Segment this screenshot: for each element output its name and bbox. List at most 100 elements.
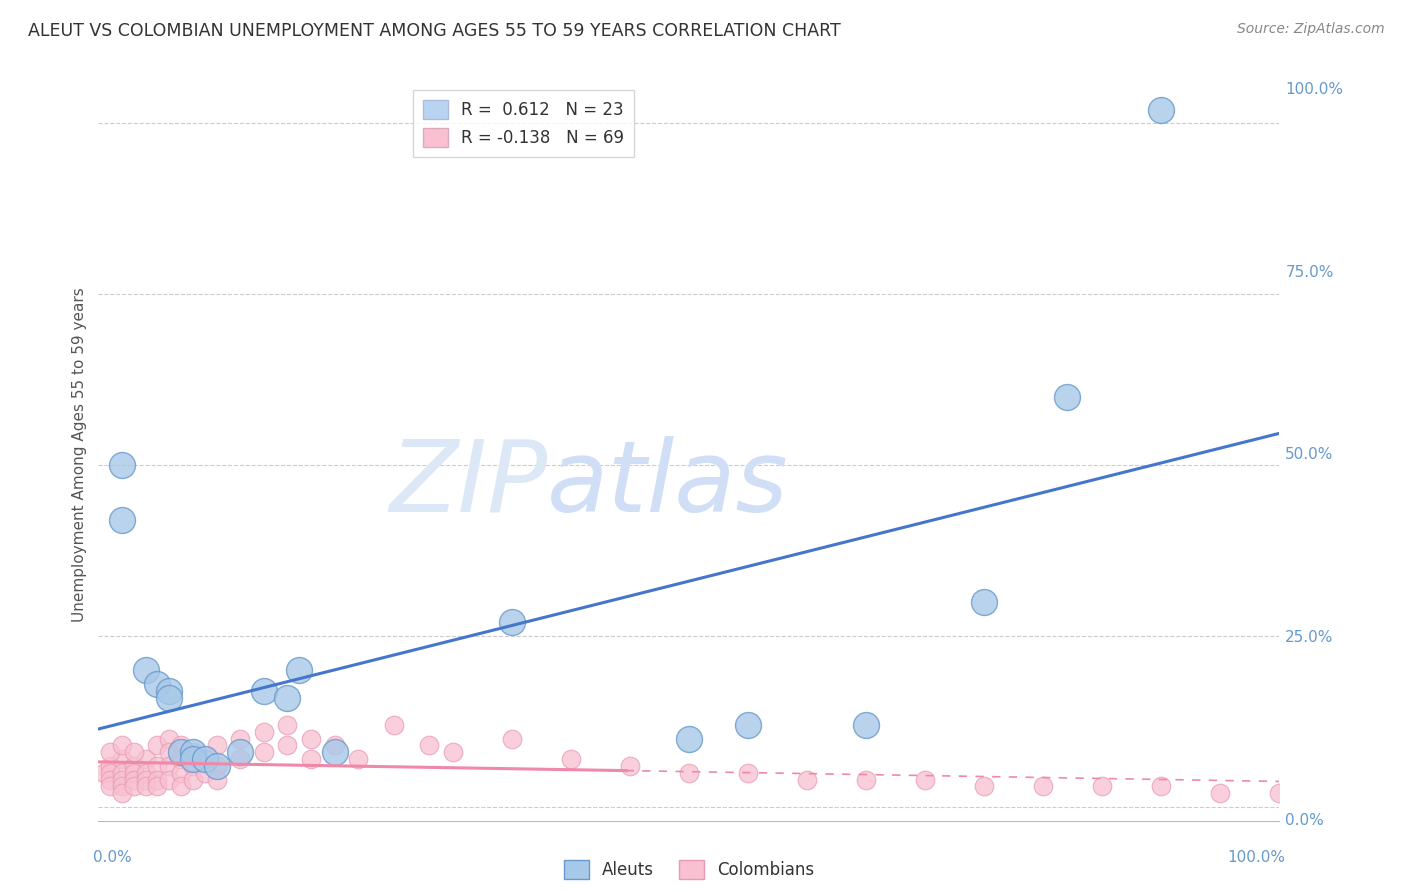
Point — [122, 772, 145, 787]
Point — [194, 765, 217, 780]
Point — [111, 780, 134, 794]
Point — [253, 683, 276, 698]
Point — [796, 772, 818, 787]
Point — [737, 765, 759, 780]
Point — [98, 765, 121, 780]
Text: 25.0%: 25.0% — [1285, 631, 1334, 645]
Text: 0.0%: 0.0% — [1285, 814, 1324, 828]
Point — [253, 724, 276, 739]
Point — [122, 745, 145, 759]
Point — [146, 772, 169, 787]
Point — [288, 663, 311, 677]
Text: atlas: atlas — [547, 435, 789, 533]
Point — [146, 759, 169, 773]
Text: ALEUT VS COLOMBIAN UNEMPLOYMENT AMONG AGES 55 TO 59 YEARS CORRELATION CHART: ALEUT VS COLOMBIAN UNEMPLOYMENT AMONG AG… — [28, 22, 841, 40]
Point — [619, 759, 641, 773]
Text: 0.0%: 0.0% — [93, 850, 131, 865]
Point — [146, 780, 169, 794]
Point — [170, 745, 193, 759]
Text: 100.0%: 100.0% — [1227, 850, 1285, 865]
Point — [973, 780, 995, 794]
Point — [181, 772, 204, 787]
Point — [135, 780, 157, 794]
Point — [93, 765, 115, 780]
Point — [323, 745, 346, 759]
Point — [229, 745, 252, 759]
Point — [276, 718, 298, 732]
Point — [135, 765, 157, 780]
Point — [205, 759, 228, 773]
Point — [1091, 780, 1114, 794]
Point — [737, 718, 759, 732]
Point — [181, 745, 204, 759]
Point — [157, 745, 180, 759]
Point — [157, 759, 180, 773]
Point — [122, 765, 145, 780]
Point — [111, 772, 134, 787]
Point — [170, 765, 193, 780]
Point — [299, 752, 322, 766]
Point — [122, 780, 145, 794]
Point — [181, 759, 204, 773]
Point — [111, 739, 134, 753]
Point — [1150, 103, 1173, 117]
Point — [170, 739, 193, 753]
Point — [181, 745, 204, 759]
Point — [111, 458, 134, 472]
Point — [135, 663, 157, 677]
Point — [98, 780, 121, 794]
Point — [418, 739, 440, 753]
Point — [205, 772, 228, 787]
Text: Source: ZipAtlas.com: Source: ZipAtlas.com — [1237, 22, 1385, 37]
Point — [229, 731, 252, 746]
Point — [323, 739, 346, 753]
Point — [157, 683, 180, 698]
Point — [98, 759, 121, 773]
Point — [276, 739, 298, 753]
Point — [1268, 786, 1291, 800]
Point — [205, 759, 228, 773]
Point — [1032, 780, 1054, 794]
Point — [501, 731, 523, 746]
Point — [1209, 786, 1232, 800]
Point — [347, 752, 370, 766]
Point — [194, 752, 217, 766]
Point — [299, 731, 322, 746]
Point — [441, 745, 464, 759]
Point — [181, 752, 204, 766]
Point — [678, 765, 700, 780]
Text: 75.0%: 75.0% — [1285, 265, 1334, 279]
Point — [111, 765, 134, 780]
Point — [229, 752, 252, 766]
Point — [111, 786, 134, 800]
Point — [111, 513, 134, 527]
Point — [170, 752, 193, 766]
Point — [157, 731, 180, 746]
Point — [382, 718, 405, 732]
Point — [170, 780, 193, 794]
Point — [855, 718, 877, 732]
Point — [560, 752, 582, 766]
Point — [111, 752, 134, 766]
Point — [157, 772, 180, 787]
Point — [973, 595, 995, 609]
Point — [122, 759, 145, 773]
Text: 100.0%: 100.0% — [1285, 82, 1343, 96]
Point — [253, 745, 276, 759]
Legend: Aleuts, Colombians: Aleuts, Colombians — [557, 853, 821, 886]
Point — [194, 752, 217, 766]
Point — [501, 615, 523, 630]
Point — [1056, 390, 1078, 404]
Point — [146, 739, 169, 753]
Point — [98, 745, 121, 759]
Point — [205, 739, 228, 753]
Y-axis label: Unemployment Among Ages 55 to 59 years: Unemployment Among Ages 55 to 59 years — [72, 287, 87, 623]
Point — [135, 752, 157, 766]
Point — [276, 690, 298, 705]
Point — [98, 772, 121, 787]
Text: 50.0%: 50.0% — [1285, 448, 1334, 462]
Point — [914, 772, 936, 787]
Point — [157, 690, 180, 705]
Point — [678, 731, 700, 746]
Point — [1150, 780, 1173, 794]
